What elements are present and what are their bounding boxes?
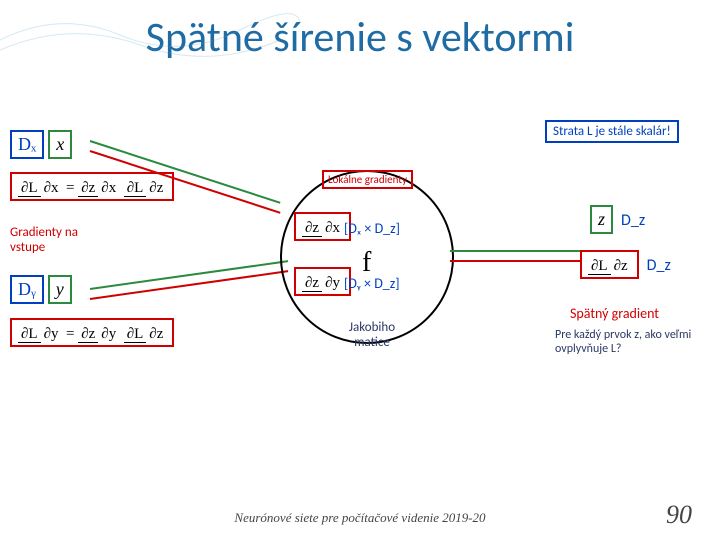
decorative-wave [0, 0, 300, 60]
dzdx-box: ∂z∂x [294, 212, 351, 241]
dim-y-label: Dᵧ [10, 275, 44, 304]
page-number: 90 [666, 500, 692, 530]
dims-xz: [Dₓ × D_z] [344, 220, 400, 237]
local-grad-label: Lokálne gradienty [322, 170, 413, 189]
var-z: z [590, 205, 613, 234]
arrow-z-to-f [450, 260, 580, 262]
footer-text: Neurónové siete pre počítačové videnie 2… [0, 510, 720, 526]
function-node: Lokálne gradienty ∂z∂x [Dₓ × D_z] ∂z∂y [… [280, 170, 454, 344]
dldx-box: ∂L∂x = ∂z∂x ∂L∂z [10, 172, 174, 201]
dldz-box: ∂L∂z [580, 250, 639, 279]
dim-z-label2: D_z [647, 256, 671, 275]
backprop-diagram: Dₓ x ∂L∂x = ∂z∂x ∂L∂z Gradienty na vstup… [0, 110, 720, 430]
dims-yz: [Dᵧ × D_z] [344, 275, 400, 292]
grad-input-label: Gradienty na vstupe [10, 225, 90, 255]
var-x: x [48, 130, 72, 159]
dim-x-label: Dₓ [10, 130, 44, 159]
back-grad-label: Spätný gradient [570, 305, 659, 322]
jacobi-label: Jakobiho matice [332, 320, 412, 350]
f-letter: f [362, 247, 371, 279]
dldy-box: ∂L∂y = ∂z∂y ∂L∂z [10, 318, 174, 347]
var-y: y [48, 275, 72, 304]
per-element-label: Pre každý prvok z, ako veľmi ovplyvňuje … [555, 328, 710, 356]
dzdy-box: ∂z∂y [294, 267, 351, 296]
dim-z-label: D_z [621, 211, 645, 230]
loss-scalar-label: Strata L je stále skalár! [545, 120, 679, 143]
arrow-f-to-z [450, 250, 580, 252]
